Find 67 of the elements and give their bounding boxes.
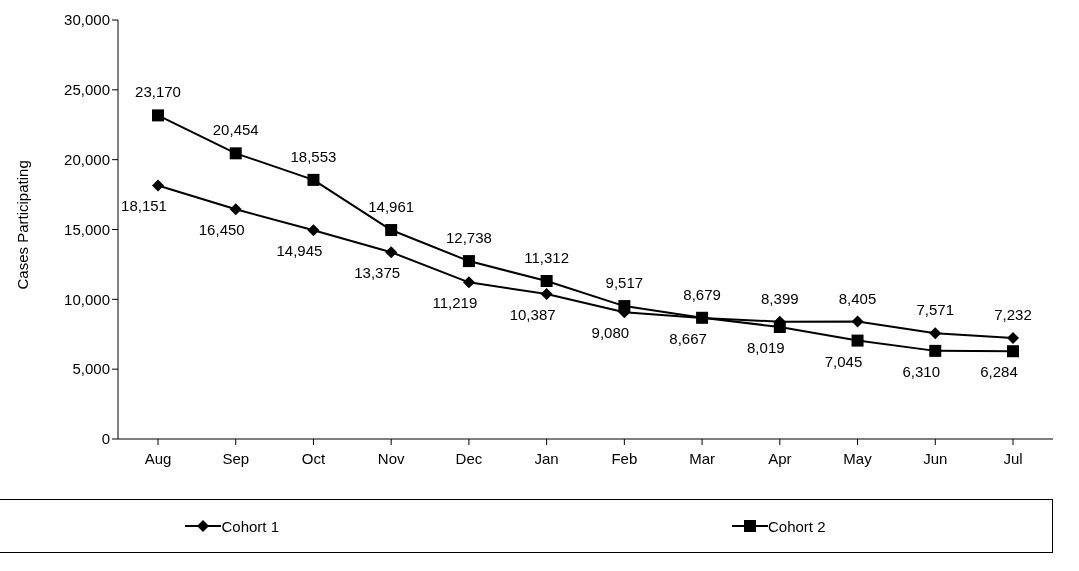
data-label: 14,945	[276, 242, 323, 260]
x-tick-label: Jun	[923, 449, 948, 467]
y-tick-label: 25,000	[64, 81, 110, 99]
x-tick-label: Apr	[768, 449, 792, 467]
y-tick-label: 15,000	[64, 220, 110, 238]
data-label: 11,219	[432, 294, 478, 312]
y-tick-label: 30,000	[64, 11, 110, 29]
data-label: 7,232	[994, 305, 1032, 323]
x-tick-label: Aug	[144, 449, 172, 467]
point	[1007, 345, 1019, 358]
data-label: 8,405	[838, 289, 877, 307]
point	[929, 344, 942, 357]
data-label: 18,151	[121, 197, 167, 215]
x-tick-label: Mar	[689, 449, 716, 467]
point	[851, 315, 864, 328]
data-label: 23,170	[135, 83, 181, 101]
point	[385, 246, 398, 259]
point	[540, 275, 553, 288]
data-label: 20,454	[212, 121, 259, 139]
data-label: 6,310	[902, 362, 941, 380]
point	[152, 109, 164, 122]
point	[696, 311, 709, 324]
point	[1007, 331, 1019, 344]
point	[618, 300, 631, 313]
x-tick-label: May	[843, 449, 873, 467]
point	[773, 321, 786, 333]
data-label: 14,961	[368, 198, 415, 216]
y-axis-title: Cases Participating	[14, 160, 32, 290]
x-tick-label: Jul	[1003, 449, 1023, 467]
data-label: 13,375	[354, 264, 401, 282]
data-label: 12,738	[445, 229, 492, 247]
data-label: 7,571	[916, 301, 955, 319]
data-label: 7,045	[824, 352, 863, 370]
point	[307, 224, 320, 237]
x-tick-label: Dec	[455, 449, 483, 467]
point	[307, 173, 320, 186]
data-label: 8,667	[669, 329, 707, 347]
y-tick-label: 0	[101, 430, 110, 448]
y-tick-label: 5,000	[72, 360, 110, 378]
x-tick-label: Nov	[377, 449, 406, 467]
data-label: 9,517	[605, 274, 644, 292]
legend-label: Cohort 1	[221, 517, 280, 535]
data-label: 9,080	[591, 324, 630, 342]
data-label: 10,387	[509, 305, 556, 323]
data-label: 8,679	[683, 285, 721, 303]
point	[462, 276, 475, 289]
data-label: 6,284	[980, 363, 1018, 381]
y-tick-label: 20,000	[64, 150, 110, 168]
y-tick-label: 10,000	[64, 290, 110, 308]
point	[229, 147, 242, 160]
data-label: 11,312	[524, 249, 570, 267]
point	[851, 334, 864, 347]
data-label: 8,399	[761, 289, 799, 307]
legend-label: Cohort 2	[767, 517, 826, 535]
data-label: 8,019	[747, 339, 785, 356]
x-tick-label: Oct	[301, 449, 326, 467]
x-tick-label: Jan	[534, 449, 559, 467]
point	[462, 255, 475, 268]
x-tick-label: Feb	[611, 449, 638, 467]
point	[929, 327, 942, 340]
x-tick-label: Sep	[222, 449, 250, 467]
point	[540, 287, 553, 300]
data-label: 18,553	[290, 147, 337, 165]
point	[229, 203, 242, 216]
point	[385, 224, 398, 237]
point	[152, 179, 164, 192]
data-label: 16,450	[198, 221, 245, 239]
